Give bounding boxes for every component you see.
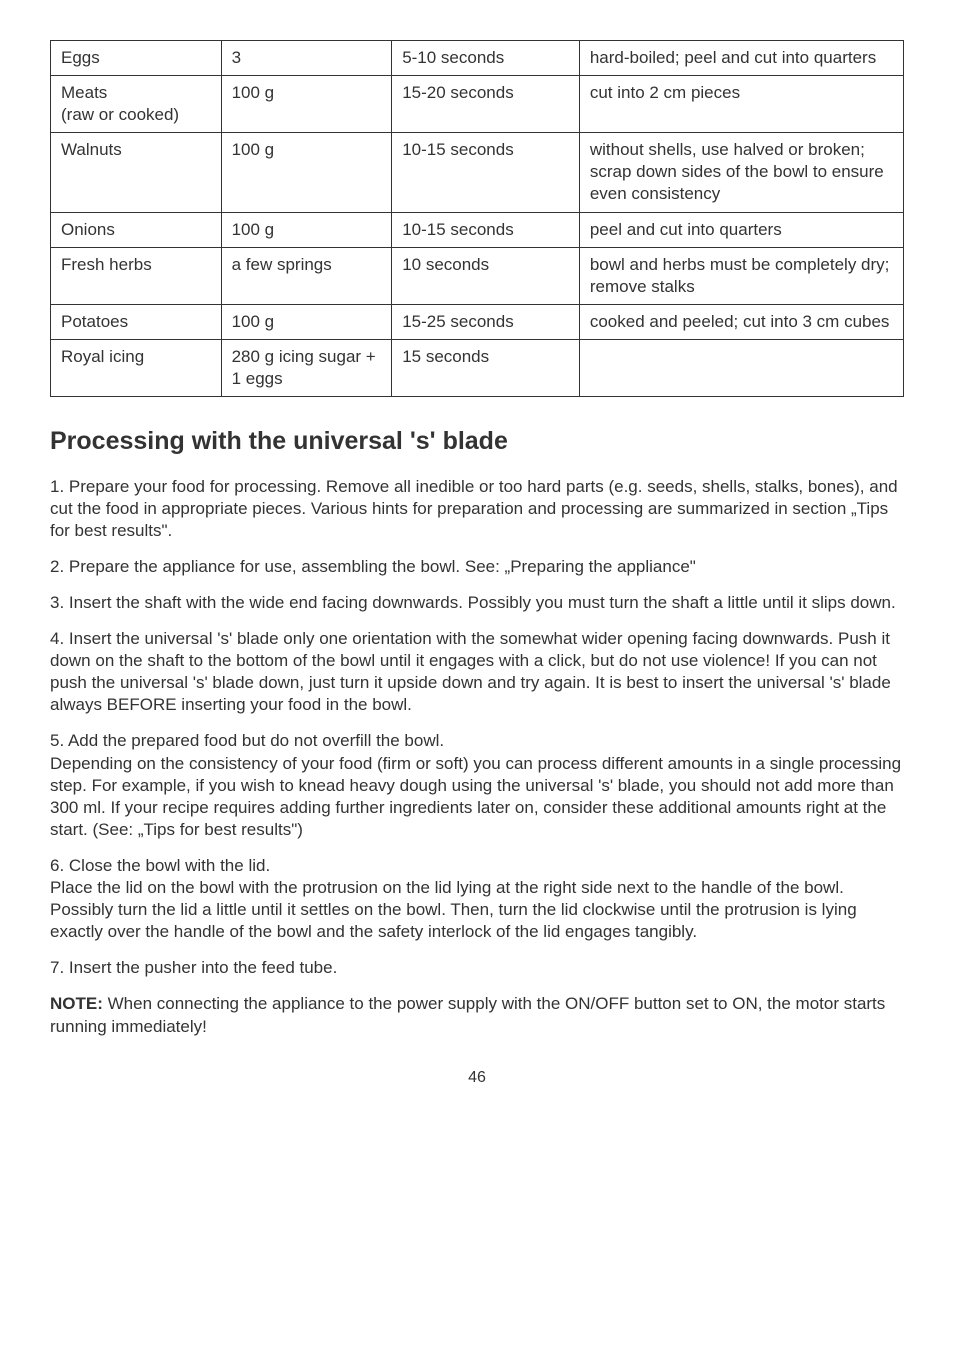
- table-row: Royal icing280 g icing sugar + 1 eggs15 …: [51, 339, 904, 396]
- table-row: Onions100 g10-15 secondspeel and cut int…: [51, 212, 904, 247]
- table-cell: 100 g: [221, 304, 392, 339]
- table-cell: 10-15 seconds: [392, 212, 580, 247]
- note-paragraph: NOTE: When connecting the appliance to t…: [50, 993, 904, 1037]
- table-cell: bowl and herbs must be completely dry; r…: [579, 247, 903, 304]
- table-cell: a few springs: [221, 247, 392, 304]
- table-row: Eggs35-10 secondshard-boiled; peel and c…: [51, 41, 904, 76]
- table-cell: Meats(raw or cooked): [51, 76, 222, 133]
- step-7: 7. Insert the pusher into the feed tube.: [50, 957, 904, 979]
- step-6-line2: Place the lid on the bowl with the protr…: [50, 878, 857, 941]
- table-cell: 10 seconds: [392, 247, 580, 304]
- step-3: 3. Insert the shaft with the wide end fa…: [50, 592, 904, 614]
- table-cell: 100 g: [221, 76, 392, 133]
- table-row: Fresh herbsa few springs10 secondsbowl a…: [51, 247, 904, 304]
- note-label: NOTE:: [50, 994, 103, 1013]
- note-text: When connecting the appliance to the pow…: [50, 994, 885, 1035]
- table-cell: Royal icing: [51, 339, 222, 396]
- table-cell: Eggs: [51, 41, 222, 76]
- table-row: Meats(raw or cooked)100 g15-20 secondscu…: [51, 76, 904, 133]
- table-cell: 15 seconds: [392, 339, 580, 396]
- step-1: 1. Prepare your food for processing. Rem…: [50, 476, 904, 542]
- table-cell: 100 g: [221, 133, 392, 212]
- table-cell: 15-20 seconds: [392, 76, 580, 133]
- table-cell: cooked and peeled; cut into 3 cm cubes: [579, 304, 903, 339]
- step-5: 5. Add the prepared food but do not over…: [50, 730, 904, 840]
- table-cell: [579, 339, 903, 396]
- table-cell: hard-boiled; peel and cut into quarters: [579, 41, 903, 76]
- step-2: 2. Prepare the appliance for use, assemb…: [50, 556, 904, 578]
- table-row: Walnuts100 g10-15 secondswithout shells,…: [51, 133, 904, 212]
- step-6-line1: 6. Close the bowl with the lid.: [50, 856, 270, 875]
- step-4: 4. Insert the universal 's' blade only o…: [50, 628, 904, 716]
- table-cell: 100 g: [221, 212, 392, 247]
- table-cell: 15-25 seconds: [392, 304, 580, 339]
- table-cell: Fresh herbs: [51, 247, 222, 304]
- processing-table: Eggs35-10 secondshard-boiled; peel and c…: [50, 40, 904, 397]
- table-cell: Walnuts: [51, 133, 222, 212]
- step-6: 6. Close the bowl with the lid. Place th…: [50, 855, 904, 943]
- step-5-line1: 5. Add the prepared food but do not over…: [50, 731, 444, 750]
- page-number: 46: [50, 1068, 904, 1089]
- table-cell: cut into 2 cm pieces: [579, 76, 903, 133]
- table-cell: 5-10 seconds: [392, 41, 580, 76]
- table-row: Potatoes100 g15-25 secondscooked and pee…: [51, 304, 904, 339]
- table-cell: peel and cut into quarters: [579, 212, 903, 247]
- table-cell: without shells, use halved or broken; sc…: [579, 133, 903, 212]
- step-5-line2: Depending on the consistency of your foo…: [50, 754, 901, 839]
- section-heading: Processing with the universal 's' blade: [50, 425, 904, 458]
- table-cell: Potatoes: [51, 304, 222, 339]
- table-cell: 10-15 seconds: [392, 133, 580, 212]
- table-cell: 280 g icing sugar + 1 eggs: [221, 339, 392, 396]
- table-cell: Onions: [51, 212, 222, 247]
- table-cell: 3: [221, 41, 392, 76]
